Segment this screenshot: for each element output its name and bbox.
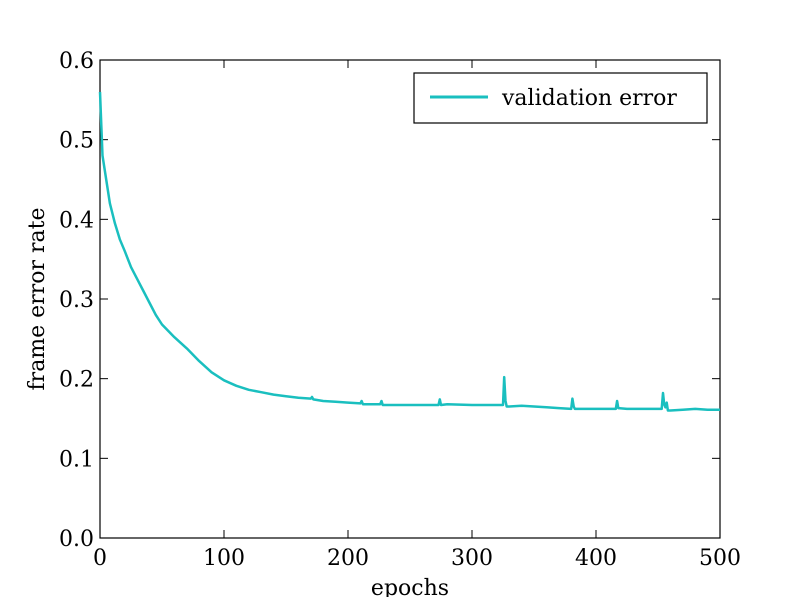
x-tick-label: 300 [451, 546, 493, 571]
x-tick-label: 0 [93, 546, 107, 571]
y-tick-label: 0.5 [59, 129, 94, 154]
x-tick-label: 400 [575, 546, 617, 571]
plot-frame [99, 59, 721, 539]
x-axis-label: epochs [371, 576, 449, 597]
y-axis-label: frame error rate [25, 208, 50, 391]
series-layer [98, 91, 720, 412]
y-tick-label: 0.0 [59, 527, 94, 552]
x-tick-label: 100 [203, 546, 245, 571]
series-line-validation-error [98, 91, 720, 412]
ticks [99, 59, 721, 539]
y-tick-label: 0.3 [59, 288, 94, 313]
tick-labels: 0 100 200 300 400 500 0.0 0.1 0.2 0.3 0.4 0.5 0.6 [59, 49, 741, 571]
legend-label: validation error [501, 86, 677, 111]
x-tick-label: 200 [327, 546, 369, 571]
y-tick-label: 0.4 [59, 208, 94, 233]
y-tick-label: 0.6 [59, 49, 94, 74]
legend: validation error [413, 72, 708, 124]
x-tick-label: 500 [699, 546, 741, 571]
y-tick-label: 0.1 [59, 447, 94, 472]
y-tick-label: 0.2 [59, 368, 94, 393]
